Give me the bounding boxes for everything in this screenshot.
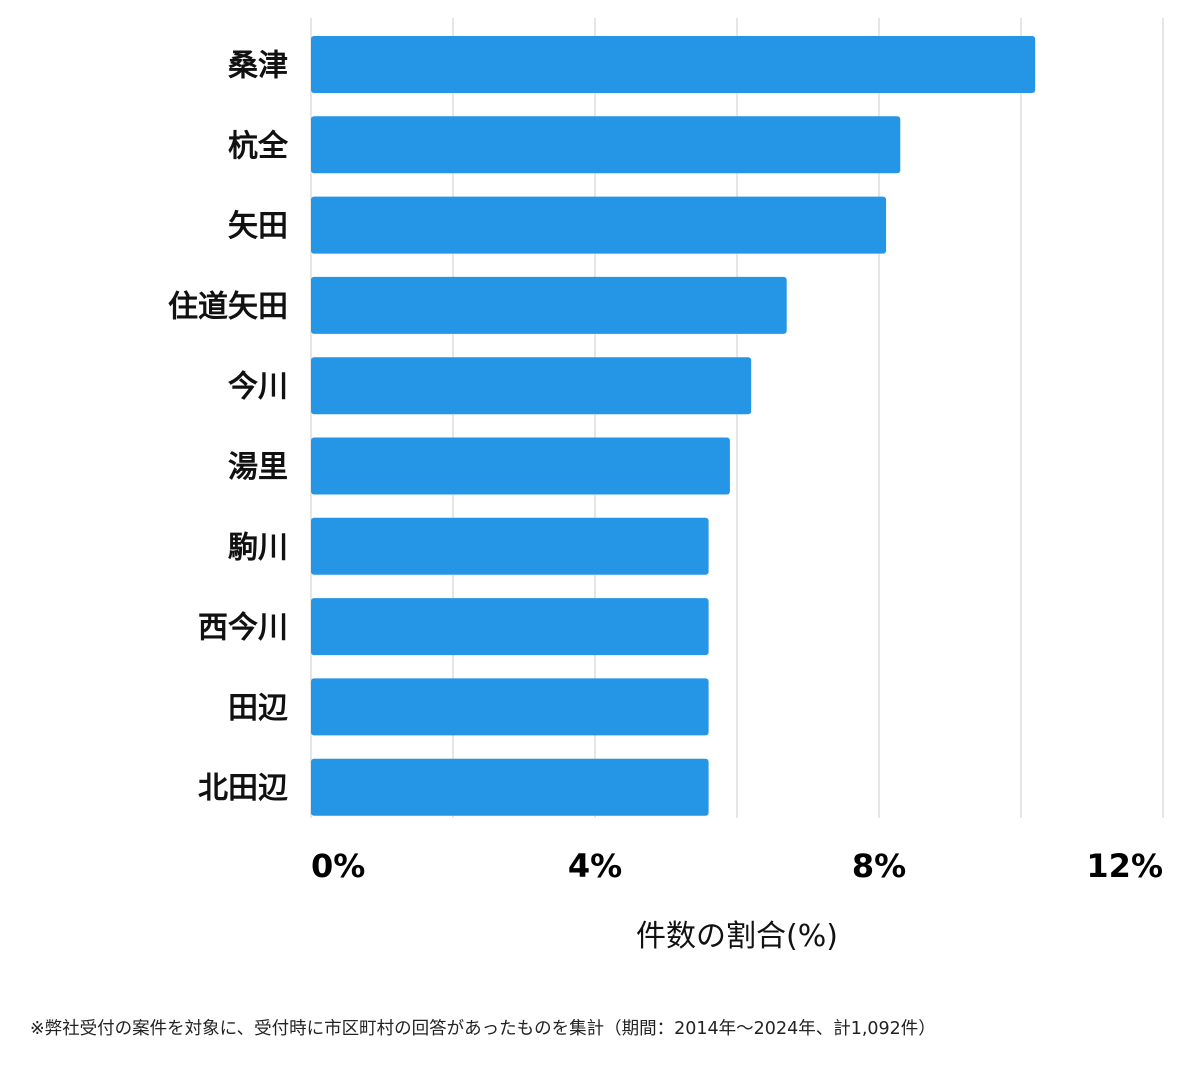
footnote: ※弊社受付の案件を対象に、受付時に市区町村の回答があったものを集計（期間：201…: [30, 1019, 936, 1039]
category-label: 西今川: [198, 611, 288, 646]
bar: [311, 116, 901, 174]
bar: [311, 678, 709, 736]
bar: [311, 276, 787, 334]
category-label: 杭全: [228, 129, 289, 164]
tick-label-layer: 0% 4% 8% 12%: [311, 847, 1163, 885]
category-label: 今川: [228, 370, 288, 405]
x-tick-label: 12%: [1086, 847, 1163, 885]
bar: [311, 517, 709, 575]
category-label: 北田辺: [198, 771, 288, 806]
bar: [311, 758, 709, 816]
category-label: 湯里: [228, 450, 288, 485]
x-tick-label: 0%: [311, 847, 365, 885]
category-label: 住道矢田: [168, 289, 288, 324]
category-label: 駒川: [228, 530, 288, 565]
category-label: 田辺: [228, 691, 288, 726]
bar-layer: [311, 36, 1036, 816]
x-tick-label: 4%: [568, 847, 622, 885]
category-label: 矢田: [228, 209, 288, 244]
x-axis-title: 件数の割合(%): [636, 919, 838, 954]
bar: [311, 437, 730, 495]
bar-chart: 桑津杭全矢田住道矢田今川湯里駒川西今川田辺北田辺 0% 4% 8% 12% 件数の割合…: [168, 18, 1164, 954]
bar: [311, 196, 887, 254]
bar: [311, 357, 752, 415]
bar: [311, 598, 709, 656]
category-label: 桑津: [228, 49, 288, 84]
x-tick-label: 8%: [852, 847, 906, 885]
bar: [311, 36, 1036, 93]
